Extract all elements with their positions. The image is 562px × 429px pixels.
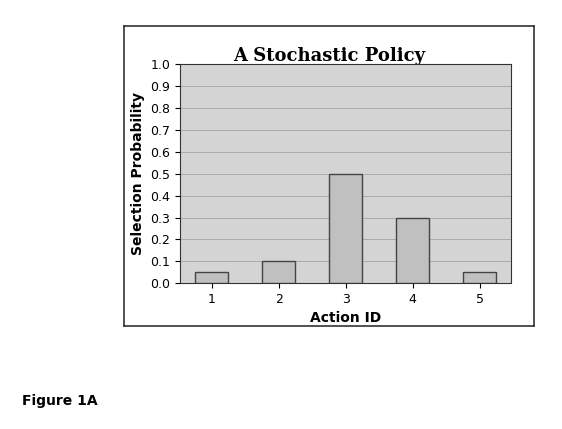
Bar bbox=[463, 272, 496, 283]
Text: A Stochastic Policy: A Stochastic Policy bbox=[233, 47, 425, 65]
Bar bbox=[396, 218, 429, 283]
Bar bbox=[262, 261, 296, 283]
Bar bbox=[329, 174, 362, 283]
Text: Figure 1A: Figure 1A bbox=[22, 393, 98, 408]
X-axis label: Action ID: Action ID bbox=[310, 311, 381, 326]
Y-axis label: Selection Probability: Selection Probability bbox=[130, 92, 144, 255]
Bar bbox=[195, 272, 228, 283]
